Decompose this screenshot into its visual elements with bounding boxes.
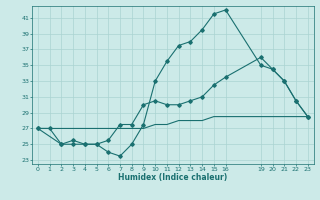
X-axis label: Humidex (Indice chaleur): Humidex (Indice chaleur) [118, 173, 228, 182]
